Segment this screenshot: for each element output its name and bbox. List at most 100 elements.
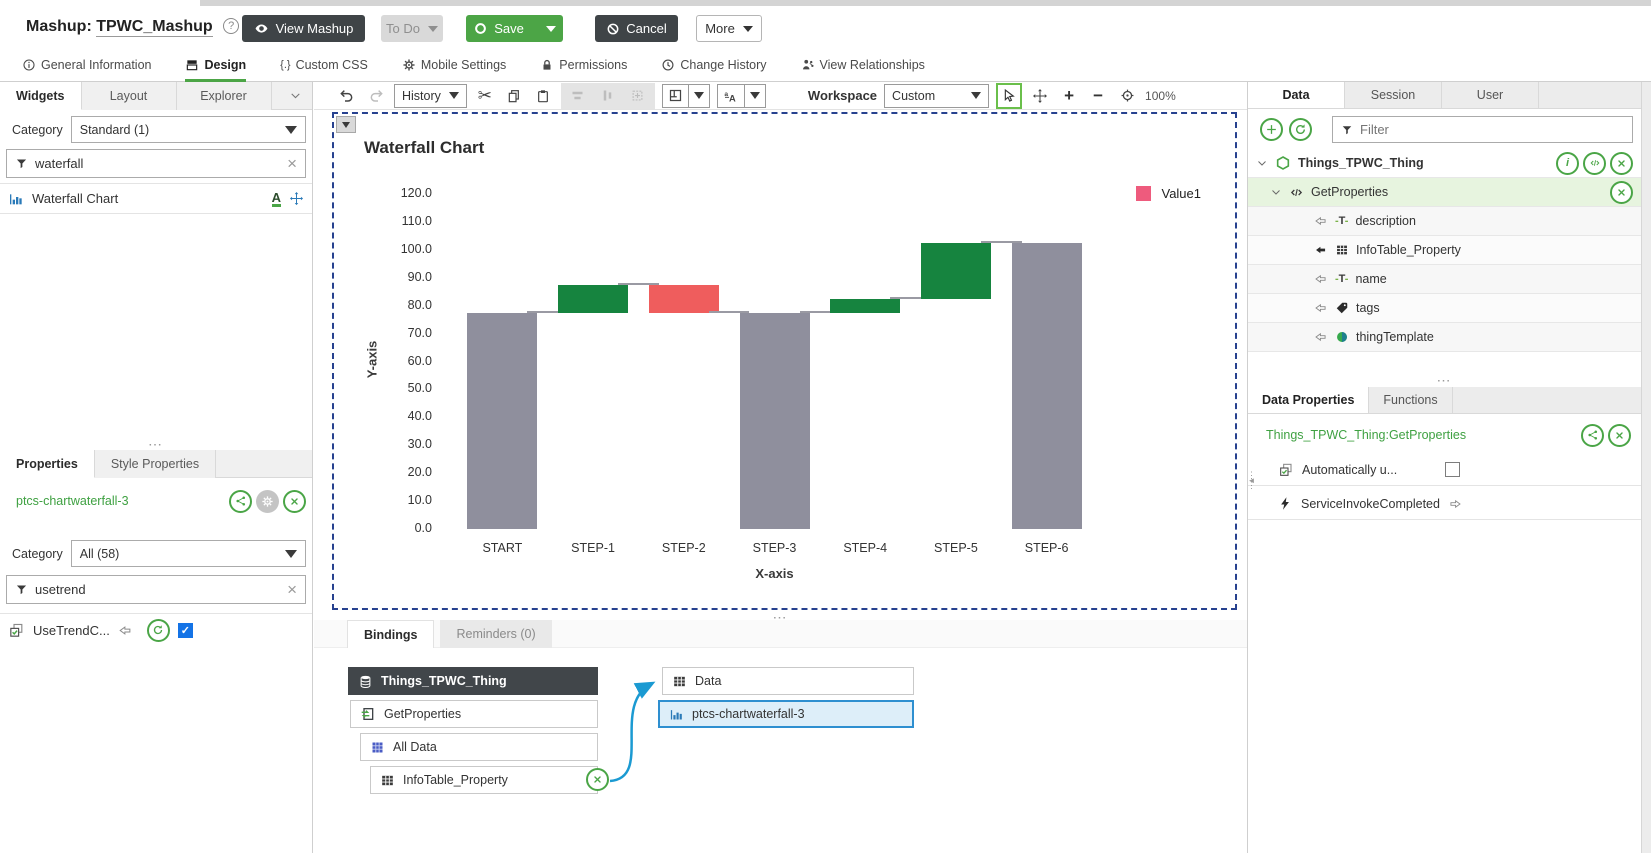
property-category-select[interactable]: All (58) bbox=[70, 540, 306, 567]
tab-data[interactable]: Data bbox=[1248, 82, 1345, 108]
bound-left-arrow-icon[interactable] bbox=[1314, 243, 1328, 257]
history-dropdown[interactable]: History bbox=[394, 83, 467, 108]
widget-filter-input[interactable] bbox=[35, 156, 281, 171]
bind-left-arrow-icon[interactable] bbox=[1314, 330, 1328, 344]
reset-property-icon[interactable] bbox=[146, 618, 170, 642]
widget-filter[interactable]: × bbox=[6, 149, 306, 178]
tree-node-thing[interactable]: Things_TPWC_Thing i bbox=[1248, 149, 1641, 178]
tab-style-properties[interactable]: Style Properties bbox=[94, 450, 217, 478]
vertical-scrollbar[interactable] bbox=[1641, 82, 1651, 853]
binding-target-widget[interactable]: ptcs-chartwaterfall-3 bbox=[658, 700, 914, 728]
tab-bindings[interactable]: Bindings bbox=[347, 620, 435, 648]
property-filter[interactable]: × bbox=[6, 575, 306, 604]
clear-filter-icon[interactable]: × bbox=[287, 580, 297, 599]
binding-target-data[interactable]: Data bbox=[662, 667, 914, 695]
thing-code-icon[interactable] bbox=[1583, 151, 1606, 175]
clear-filter-icon[interactable]: × bbox=[287, 154, 297, 173]
usetrend-checkbox[interactable]: ✓ bbox=[177, 622, 193, 638]
tab-permissions[interactable]: Permissions bbox=[540, 48, 627, 82]
alignment-tool-group bbox=[560, 82, 655, 109]
bind-widget-icon[interactable] bbox=[229, 489, 252, 513]
binding-node-infotable[interactable]: InfoTable_Property bbox=[370, 766, 598, 794]
zoom-reset-icon[interactable] bbox=[1116, 85, 1138, 107]
remove-binding-icon[interactable] bbox=[586, 768, 609, 791]
tab-data-properties[interactable]: Data Properties bbox=[1248, 387, 1370, 413]
auto-update-row[interactable]: Automatically u... bbox=[1248, 454, 1641, 486]
refresh-data-icon[interactable] bbox=[1289, 118, 1312, 141]
workspace-select[interactable]: Custom bbox=[884, 83, 990, 108]
remove-service-ref-icon[interactable] bbox=[1608, 423, 1631, 447]
paste-icon[interactable] bbox=[532, 85, 554, 107]
tree-prop-description[interactable]: -T- description bbox=[1248, 207, 1641, 236]
event-right-arrow-icon[interactable] bbox=[1448, 497, 1462, 511]
bind-left-arrow-icon[interactable] bbox=[118, 623, 133, 638]
mashup-canvas-widget[interactable]: Waterfall Chart Value1 0.0 10.0 20.0 30.0 40… bbox=[332, 112, 1237, 610]
remove-service-icon[interactable] bbox=[1610, 180, 1633, 204]
panel-drag-handle[interactable]: ⋮ ◄ ⋮ bbox=[1247, 469, 1256, 490]
drag-move-icon[interactable] bbox=[289, 191, 304, 206]
bind-service-icon[interactable] bbox=[1581, 423, 1604, 447]
binding-node-alldata[interactable]: All Data bbox=[360, 733, 598, 761]
tab-widgets[interactable]: Widgets bbox=[0, 82, 82, 110]
localization-dropdown[interactable] bbox=[716, 83, 766, 108]
pan-move-icon[interactable] bbox=[1029, 85, 1051, 107]
copy-icon[interactable] bbox=[503, 85, 525, 107]
tab-layout[interactable]: Layout bbox=[81, 82, 177, 110]
cancel-button[interactable]: Cancel bbox=[595, 15, 678, 42]
property-row-usetrend[interactable]: UseTrendC... ✓ bbox=[0, 615, 312, 645]
deselect-widget-icon[interactable] bbox=[283, 489, 306, 513]
widget-category-select[interactable]: Standard (1) bbox=[70, 116, 306, 143]
tab-user[interactable]: User bbox=[1442, 82, 1539, 108]
container-layout-dropdown[interactable] bbox=[661, 83, 710, 108]
data-filter[interactable] bbox=[1332, 116, 1633, 143]
accessibility-icon[interactable]: A bbox=[271, 189, 281, 207]
tree-node-getproperties[interactable]: GetProperties bbox=[1248, 178, 1641, 207]
save-caret-icon[interactable] bbox=[545, 25, 556, 32]
tree-prop-thingtemplate[interactable]: thingTemplate bbox=[1248, 323, 1641, 352]
tab-design[interactable]: Design bbox=[185, 48, 246, 82]
service-invoke-completed-row[interactable]: ServiceInvokeCompleted bbox=[1248, 488, 1641, 520]
auto-update-checkbox[interactable] bbox=[1445, 462, 1461, 477]
widget-menu-handle[interactable] bbox=[336, 116, 356, 133]
chevron-down-icon[interactable] bbox=[1256, 157, 1268, 169]
tab-session[interactable]: Session bbox=[1345, 82, 1442, 108]
tab-general-information[interactable]: General Information bbox=[22, 48, 151, 82]
undo-icon[interactable] bbox=[336, 85, 358, 107]
data-panel-resize-handle[interactable]: ⋯ bbox=[1436, 372, 1453, 388]
view-mashup-button[interactable]: View Mashup bbox=[242, 15, 365, 42]
tab-mobile-settings[interactable]: Mobile Settings bbox=[402, 48, 506, 82]
tab-change-history[interactable]: Change History bbox=[661, 48, 767, 82]
chevron-down-icon[interactable] bbox=[289, 89, 302, 102]
binding-node-thing[interactable]: Things_TPWC_Thing bbox=[348, 667, 598, 695]
zoom-out-icon[interactable]: − bbox=[1093, 85, 1104, 105]
tree-prop-infotable[interactable]: InfoTable_Property bbox=[1248, 236, 1641, 265]
save-button[interactable]: Save bbox=[466, 15, 563, 42]
tab-reminders[interactable]: Reminders (0) bbox=[440, 620, 552, 648]
add-data-icon[interactable] bbox=[1260, 118, 1283, 141]
tree-prop-tags[interactable]: tags bbox=[1248, 294, 1641, 323]
select-cursor-button[interactable] bbox=[996, 82, 1023, 109]
tab-functions[interactable]: Functions bbox=[1369, 387, 1453, 413]
bind-left-arrow-icon[interactable] bbox=[1314, 301, 1328, 315]
data-filter-input[interactable] bbox=[1360, 122, 1624, 137]
help-icon[interactable]: ? bbox=[223, 18, 240, 34]
tab-custom-css[interactable]: {.} Custom CSS bbox=[280, 57, 368, 72]
widget-list-item-waterfall-chart[interactable]: Waterfall Chart A bbox=[0, 184, 312, 214]
bind-left-arrow-icon[interactable] bbox=[1314, 272, 1328, 286]
binding-node-getproperties[interactable]: GetProperties bbox=[350, 700, 598, 728]
widget-settings-icon[interactable] bbox=[256, 489, 279, 513]
property-filter-input[interactable] bbox=[35, 582, 281, 597]
zoom-in-icon[interactable]: + bbox=[1064, 85, 1075, 105]
more-button[interactable]: More bbox=[696, 15, 762, 42]
bind-left-arrow-icon[interactable] bbox=[1314, 214, 1328, 228]
chevron-down-icon[interactable] bbox=[1270, 186, 1282, 198]
waterfall-bar-START bbox=[467, 312, 538, 529]
tab-view-relationships[interactable]: View Relationships bbox=[801, 48, 925, 82]
thing-info-icon[interactable]: i bbox=[1556, 151, 1579, 175]
tab-properties[interactable]: Properties bbox=[0, 450, 95, 478]
panel-resize-handle[interactable]: ⋯ bbox=[148, 436, 164, 452]
cut-icon[interactable]: ✂ bbox=[477, 85, 493, 105]
remove-thing-icon[interactable] bbox=[1610, 151, 1633, 175]
tree-prop-name[interactable]: -T- name bbox=[1248, 265, 1641, 294]
tab-explorer[interactable]: Explorer bbox=[176, 82, 272, 110]
